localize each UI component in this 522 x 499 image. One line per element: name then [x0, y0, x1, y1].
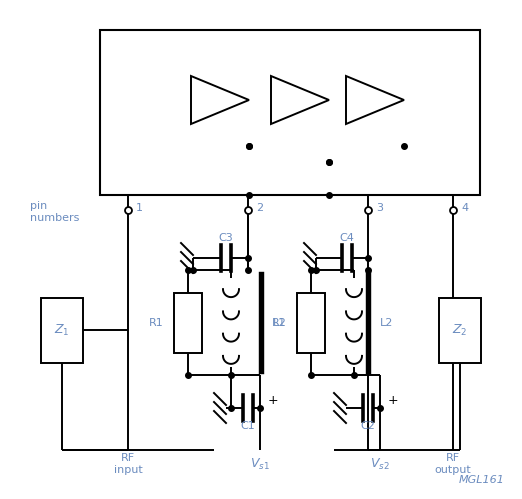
- Text: R2: R2: [272, 317, 287, 327]
- Text: MGL161: MGL161: [459, 475, 505, 485]
- Text: C3: C3: [218, 233, 233, 243]
- Text: pin
numbers: pin numbers: [30, 201, 79, 223]
- Text: $V_{s1}$: $V_{s1}$: [250, 457, 270, 472]
- Bar: [100, 30, 480, 195]
- Text: $V_{s2}$: $V_{s2}$: [370, 457, 390, 472]
- Text: C4: C4: [340, 233, 354, 243]
- Text: 4: 4: [461, 203, 468, 213]
- Text: 2: 2: [256, 203, 263, 213]
- Bar: [297, 292, 325, 352]
- Text: $Z_1$: $Z_1$: [54, 322, 70, 337]
- Text: +: +: [388, 394, 399, 407]
- Text: C1: C1: [241, 421, 255, 431]
- Text: RF
input: RF input: [114, 453, 143, 475]
- Text: RF
output: RF output: [435, 453, 471, 475]
- Bar: [174, 292, 202, 352]
- Text: $Z_2$: $Z_2$: [452, 322, 468, 337]
- Bar: [439, 297, 481, 362]
- Text: R1: R1: [149, 317, 164, 327]
- Bar: [41, 297, 83, 362]
- Text: +: +: [268, 394, 279, 407]
- Text: L2: L2: [380, 317, 394, 327]
- Text: C2: C2: [361, 421, 375, 431]
- Text: 3: 3: [376, 203, 383, 213]
- Text: 1: 1: [136, 203, 143, 213]
- Text: L1: L1: [273, 317, 286, 327]
